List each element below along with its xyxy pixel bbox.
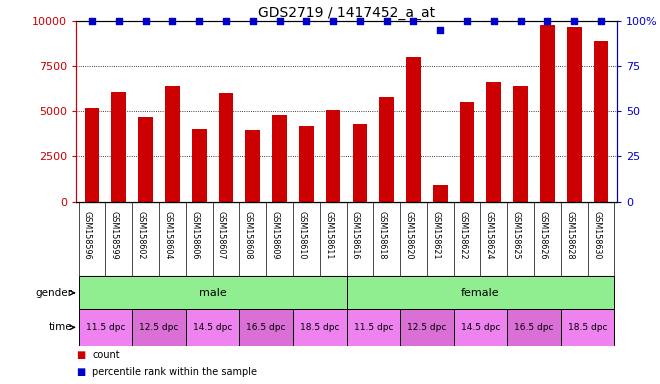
Text: GSM158624: GSM158624 [485, 210, 494, 259]
Point [488, 18, 499, 24]
Point [328, 18, 339, 24]
Bar [84, 108, 100, 202]
Bar [406, 57, 421, 202]
Bar [246, 130, 260, 202]
Point [301, 18, 312, 24]
Text: count: count [92, 350, 120, 360]
Text: GSM158609: GSM158609 [271, 210, 280, 259]
Bar [165, 86, 180, 202]
Bar [346, 309, 400, 346]
Point [86, 18, 97, 24]
Text: GSM158620: GSM158620 [405, 210, 413, 259]
Text: 18.5 dpc: 18.5 dpc [568, 323, 607, 332]
Text: female: female [461, 288, 500, 298]
Text: GSM158596: GSM158596 [83, 210, 92, 259]
Point [141, 18, 151, 24]
Bar [132, 309, 185, 346]
Text: time: time [49, 322, 73, 333]
Text: 11.5 dpc: 11.5 dpc [354, 323, 393, 332]
Point [408, 18, 418, 24]
Bar [508, 309, 561, 346]
Bar [540, 25, 555, 202]
Point [194, 18, 205, 24]
Text: GSM158607: GSM158607 [217, 210, 226, 259]
Text: GSM158602: GSM158602 [137, 210, 146, 259]
Text: 18.5 dpc: 18.5 dpc [300, 323, 339, 332]
Text: GSM158618: GSM158618 [378, 210, 387, 259]
Point [248, 18, 258, 24]
Bar [352, 124, 367, 202]
Point [515, 18, 526, 24]
Text: gender: gender [36, 288, 73, 298]
Text: GSM158604: GSM158604 [164, 210, 172, 259]
Bar [486, 83, 501, 202]
Text: GSM158610: GSM158610 [297, 210, 306, 259]
Bar [192, 129, 207, 202]
Bar [79, 309, 132, 346]
Text: ■: ■ [76, 350, 85, 360]
Text: ■: ■ [76, 367, 85, 377]
Bar [400, 309, 453, 346]
Text: percentile rank within the sample: percentile rank within the sample [92, 367, 257, 377]
Bar [79, 276, 346, 309]
Bar [293, 309, 346, 346]
Bar [379, 97, 394, 202]
Point [569, 18, 579, 24]
Bar [593, 41, 609, 202]
Point [542, 18, 552, 24]
Point [381, 18, 392, 24]
Point [114, 18, 124, 24]
Text: 14.5 dpc: 14.5 dpc [461, 323, 500, 332]
Text: GSM158606: GSM158606 [190, 210, 199, 259]
Bar [561, 309, 614, 346]
Text: 16.5 dpc: 16.5 dpc [246, 323, 286, 332]
Text: 12.5 dpc: 12.5 dpc [139, 323, 179, 332]
Text: male: male [199, 288, 226, 298]
Bar [433, 185, 447, 202]
Point [596, 18, 607, 24]
Point [435, 27, 446, 33]
Text: GSM158622: GSM158622 [458, 210, 467, 259]
Bar [460, 103, 475, 202]
Text: 14.5 dpc: 14.5 dpc [193, 323, 232, 332]
Bar [218, 93, 233, 202]
Text: GSM158611: GSM158611 [324, 210, 333, 259]
Bar [185, 309, 240, 346]
Point [275, 18, 285, 24]
Bar [138, 117, 153, 202]
Bar [326, 111, 341, 202]
Bar [112, 91, 126, 202]
Point [220, 18, 231, 24]
Text: 11.5 dpc: 11.5 dpc [86, 323, 125, 332]
Text: GSM158626: GSM158626 [539, 210, 547, 259]
Point [462, 18, 473, 24]
Bar [240, 309, 293, 346]
Point [167, 18, 178, 24]
Text: GSM158621: GSM158621 [431, 210, 440, 259]
Bar [453, 309, 508, 346]
Text: 16.5 dpc: 16.5 dpc [514, 323, 554, 332]
Point [354, 18, 365, 24]
Bar [567, 26, 581, 202]
Text: GSM158616: GSM158616 [351, 210, 360, 259]
Bar [346, 276, 614, 309]
Text: GSM158625: GSM158625 [512, 210, 521, 259]
Bar [513, 86, 528, 202]
Text: GSM158630: GSM158630 [592, 210, 601, 259]
Text: 12.5 dpc: 12.5 dpc [407, 323, 447, 332]
Text: GSM158608: GSM158608 [244, 210, 253, 259]
Bar [299, 126, 314, 202]
Bar [272, 115, 287, 202]
Title: GDS2719 / 1417452_a_at: GDS2719 / 1417452_a_at [258, 6, 435, 20]
Text: GSM158628: GSM158628 [565, 210, 574, 259]
Text: GSM158599: GSM158599 [110, 210, 119, 259]
